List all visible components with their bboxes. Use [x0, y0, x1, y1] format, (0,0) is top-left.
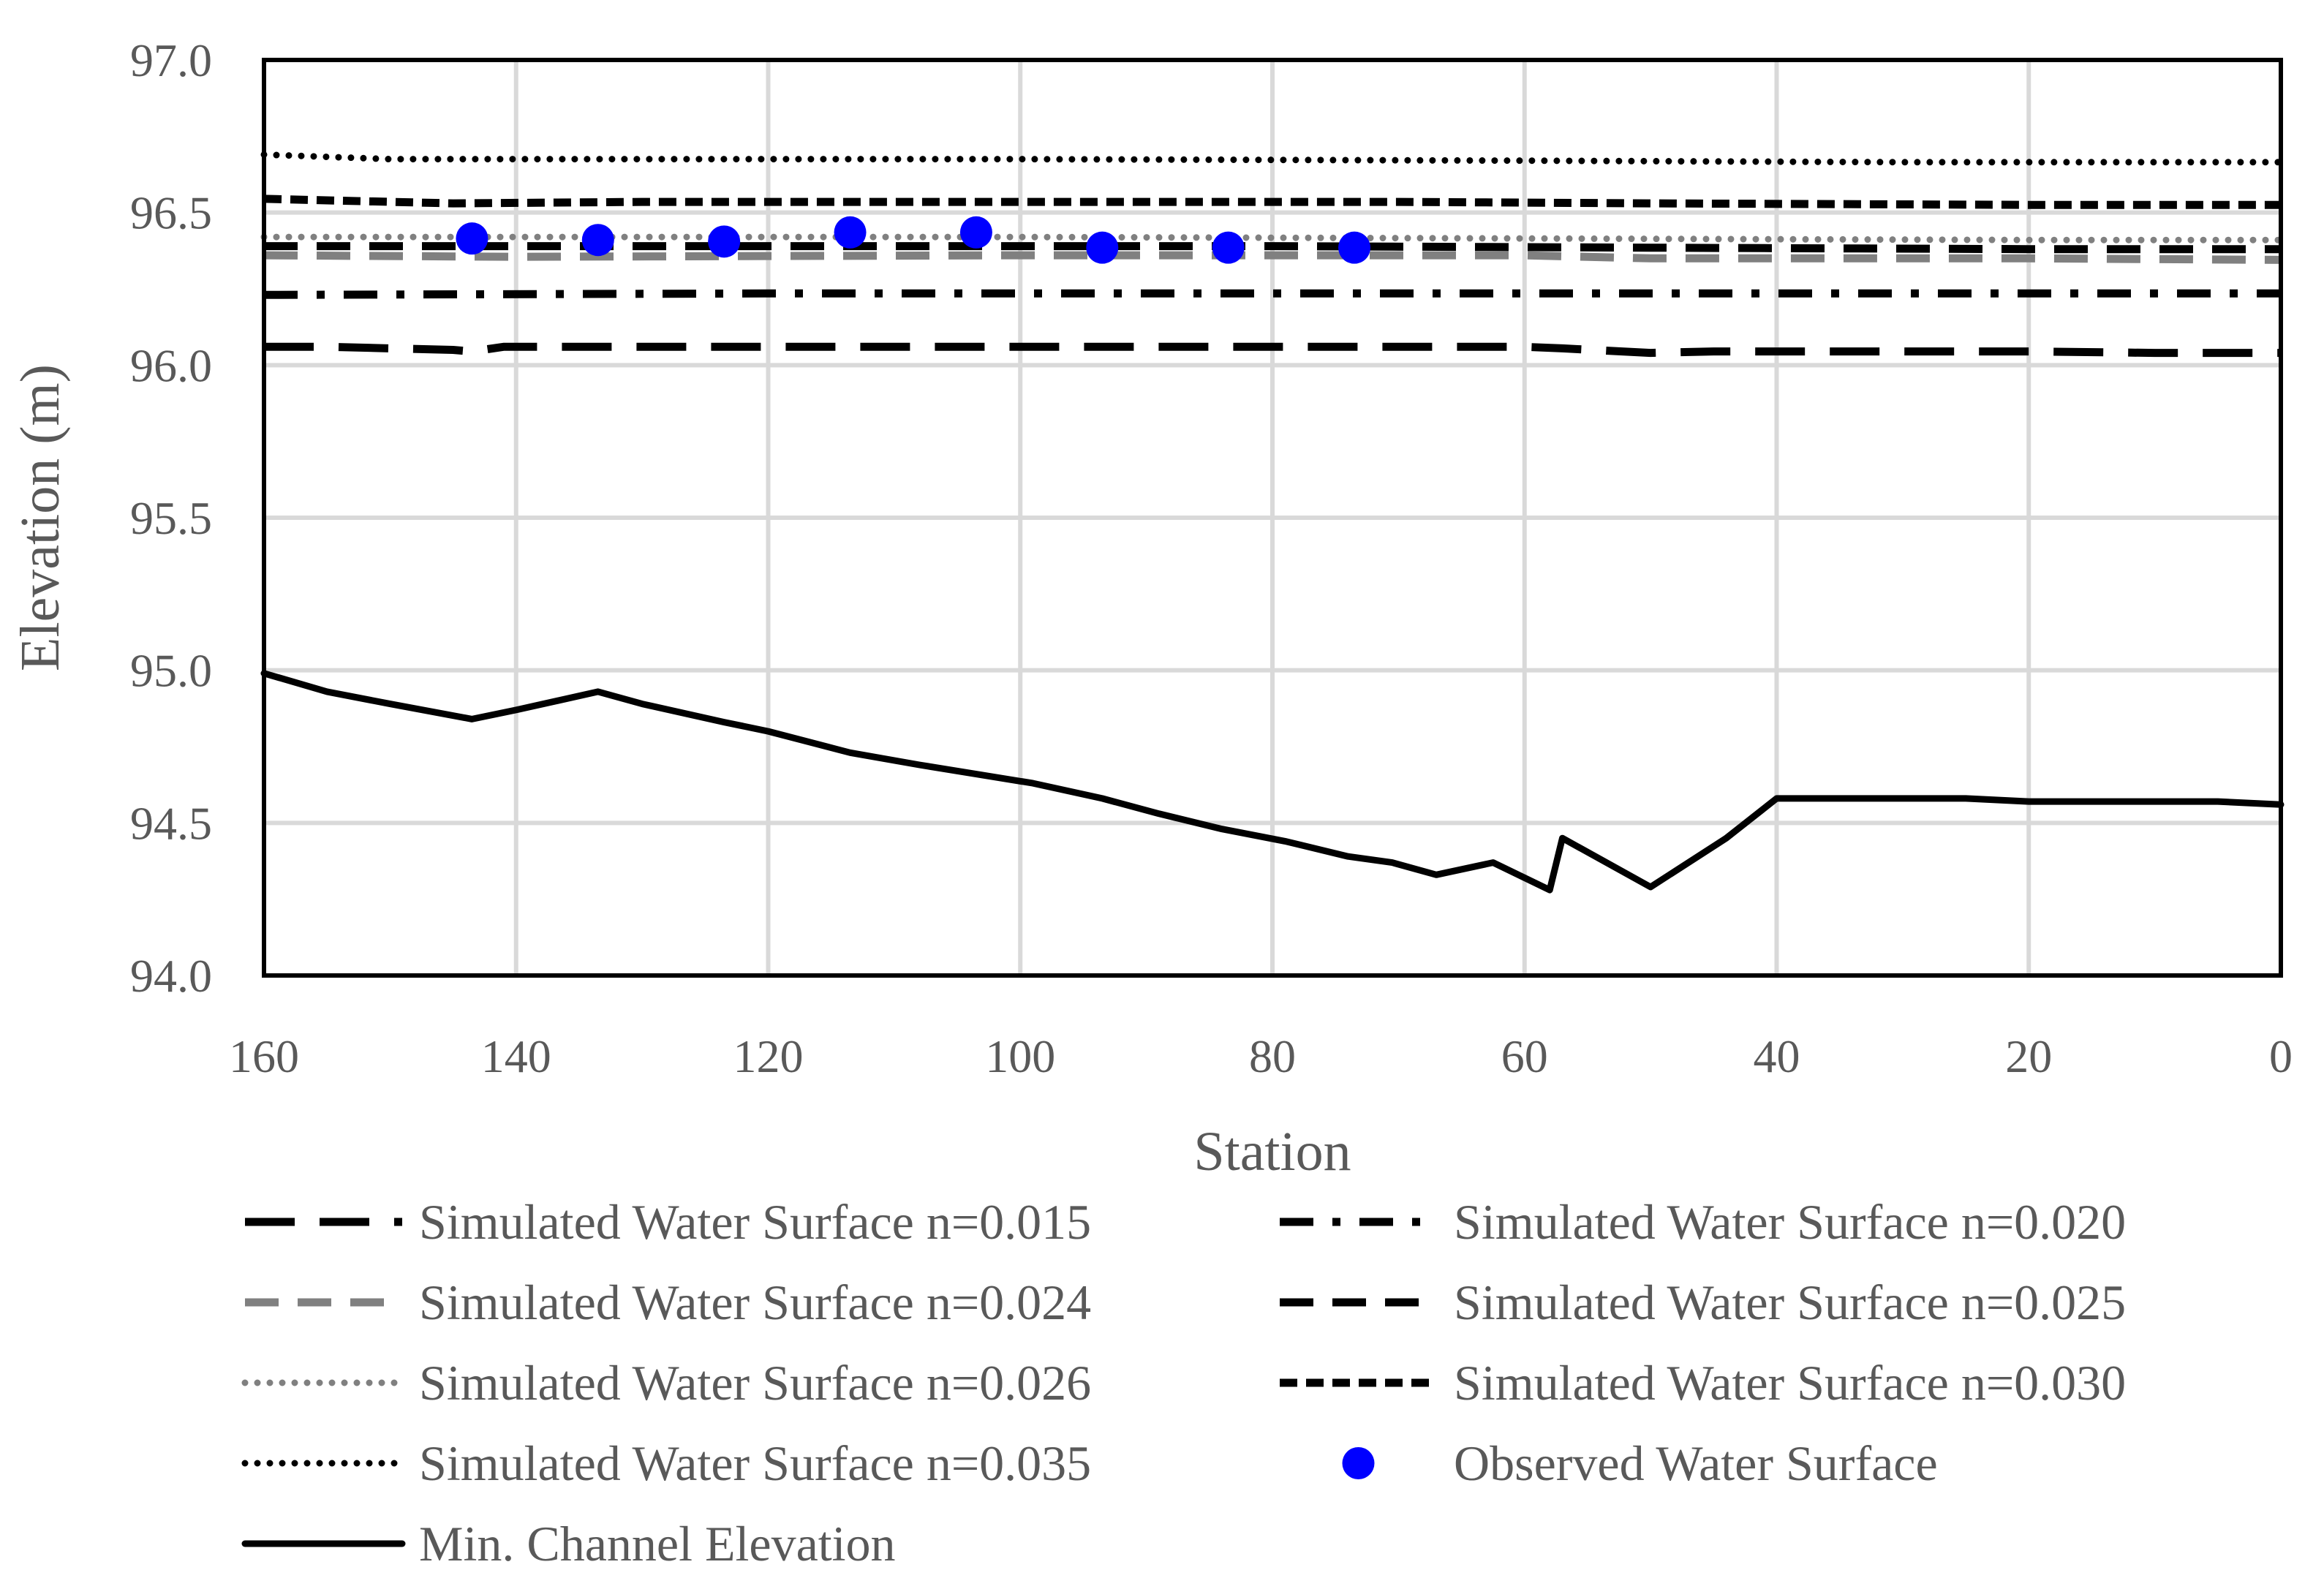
x-tick-label: 100 [985, 1030, 1055, 1082]
legend-label: Simulated Water Surface n=0.026 [419, 1355, 1091, 1411]
min-channel-elevation-line [260, 670, 2285, 894]
y-tick-label: 96.0 [130, 339, 212, 391]
observed-water-surface-markers [456, 216, 1371, 264]
legend: Simulated Water Surface n=0.015 Simulated… [241, 1194, 2126, 1571]
x-tick-label: 120 [733, 1030, 804, 1082]
series-layer [260, 151, 2285, 894]
observed-point [581, 224, 614, 257]
x-axis-title: Station [1193, 1121, 1351, 1182]
legend-item-observed-water-surface: Observed Water Surface [1342, 1435, 1938, 1491]
legend-label: Observed Water Surface [1454, 1435, 1938, 1491]
x-tick-label: 0 [2269, 1030, 2293, 1082]
legend-item-simulated-water-surface-n-0-026: Simulated Water Surface n=0.026 [241, 1355, 1091, 1411]
simulated-water-surface-n-0-025-line [264, 242, 2281, 254]
simulated-water-surface-n-0-030-line [263, 195, 2281, 209]
plot-frame [262, 58, 2283, 978]
y-tick-label: 95.5 [130, 492, 212, 544]
y-tick-label: 96.5 [130, 187, 212, 239]
legend-item-simulated-water-surface-n-0-035: Simulated Water Surface n=0.035 [241, 1435, 1091, 1491]
x-tick-label: 140 [481, 1030, 551, 1082]
legend-item-simulated-water-surface-n-0-015: Simulated Water Surface n=0.015 [245, 1194, 1091, 1250]
x-tick-label: 160 [229, 1030, 299, 1082]
observed-point [834, 216, 867, 249]
legend-label: Simulated Water Surface n=0.020 [1454, 1194, 2126, 1250]
simulated-water-surface-n-0-035-line [260, 151, 2285, 166]
legend-item-simulated-water-surface-n-0-024: Simulated Water Surface n=0.024 [245, 1275, 1091, 1330]
legend-item-simulated-water-surface-n-0-025: Simulated Water Surface n=0.025 [1280, 1275, 2126, 1330]
observed-point [1212, 231, 1245, 264]
observed-point [1086, 231, 1119, 264]
legend-item-simulated-water-surface-n-0-020: Simulated Water Surface n=0.020 [1280, 1194, 2126, 1250]
legend-label: Simulated Water Surface n=0.024 [419, 1275, 1091, 1330]
y-axis-title: Elevation (m) [10, 364, 71, 671]
observed-point [1338, 231, 1371, 264]
legend-item-min-channel-elevation: Min. Channel Elevation [241, 1516, 896, 1571]
observed-point [708, 225, 741, 258]
legend-label: Simulated Water Surface n=0.025 [1454, 1275, 2126, 1330]
legend-swatch [1342, 1447, 1375, 1479]
legend-label: Simulated Water Surface n=0.035 [419, 1435, 1091, 1491]
y-tick-label: 97.0 [130, 34, 212, 86]
legend-item-simulated-water-surface-n-0-030: Simulated Water Surface n=0.030 [1280, 1355, 2126, 1411]
grid-layer [264, 60, 2281, 975]
x-tick-labels: 160 140 120 100 80 60 40 20 0 [229, 1030, 2293, 1082]
legend-label: Min. Channel Elevation [419, 1516, 896, 1571]
y-tick-label: 94.5 [130, 797, 212, 849]
legend-label: Simulated Water Surface n=0.030 [1454, 1355, 2126, 1411]
x-tick-label: 60 [1501, 1030, 1548, 1082]
y-tick-label: 95.0 [130, 645, 212, 697]
simulated-water-surface-n-0-020-line [263, 289, 2281, 299]
x-tick-label: 20 [2005, 1030, 2052, 1082]
legend-label: Simulated Water Surface n=0.015 [419, 1194, 1091, 1250]
simulated-water-surface-n-0-026-line [260, 233, 2285, 244]
x-tick-label: 40 [1754, 1030, 1800, 1082]
x-tick-label: 80 [1249, 1030, 1296, 1082]
observed-point [456, 222, 488, 255]
y-tick-label: 94.0 [130, 950, 212, 1002]
y-tick-labels: 97.0 96.5 96.0 95.5 95.0 94.5 94.0 [130, 34, 212, 1002]
simulated-water-surface-n-0-024-line [263, 251, 2282, 264]
observed-point [959, 216, 992, 249]
